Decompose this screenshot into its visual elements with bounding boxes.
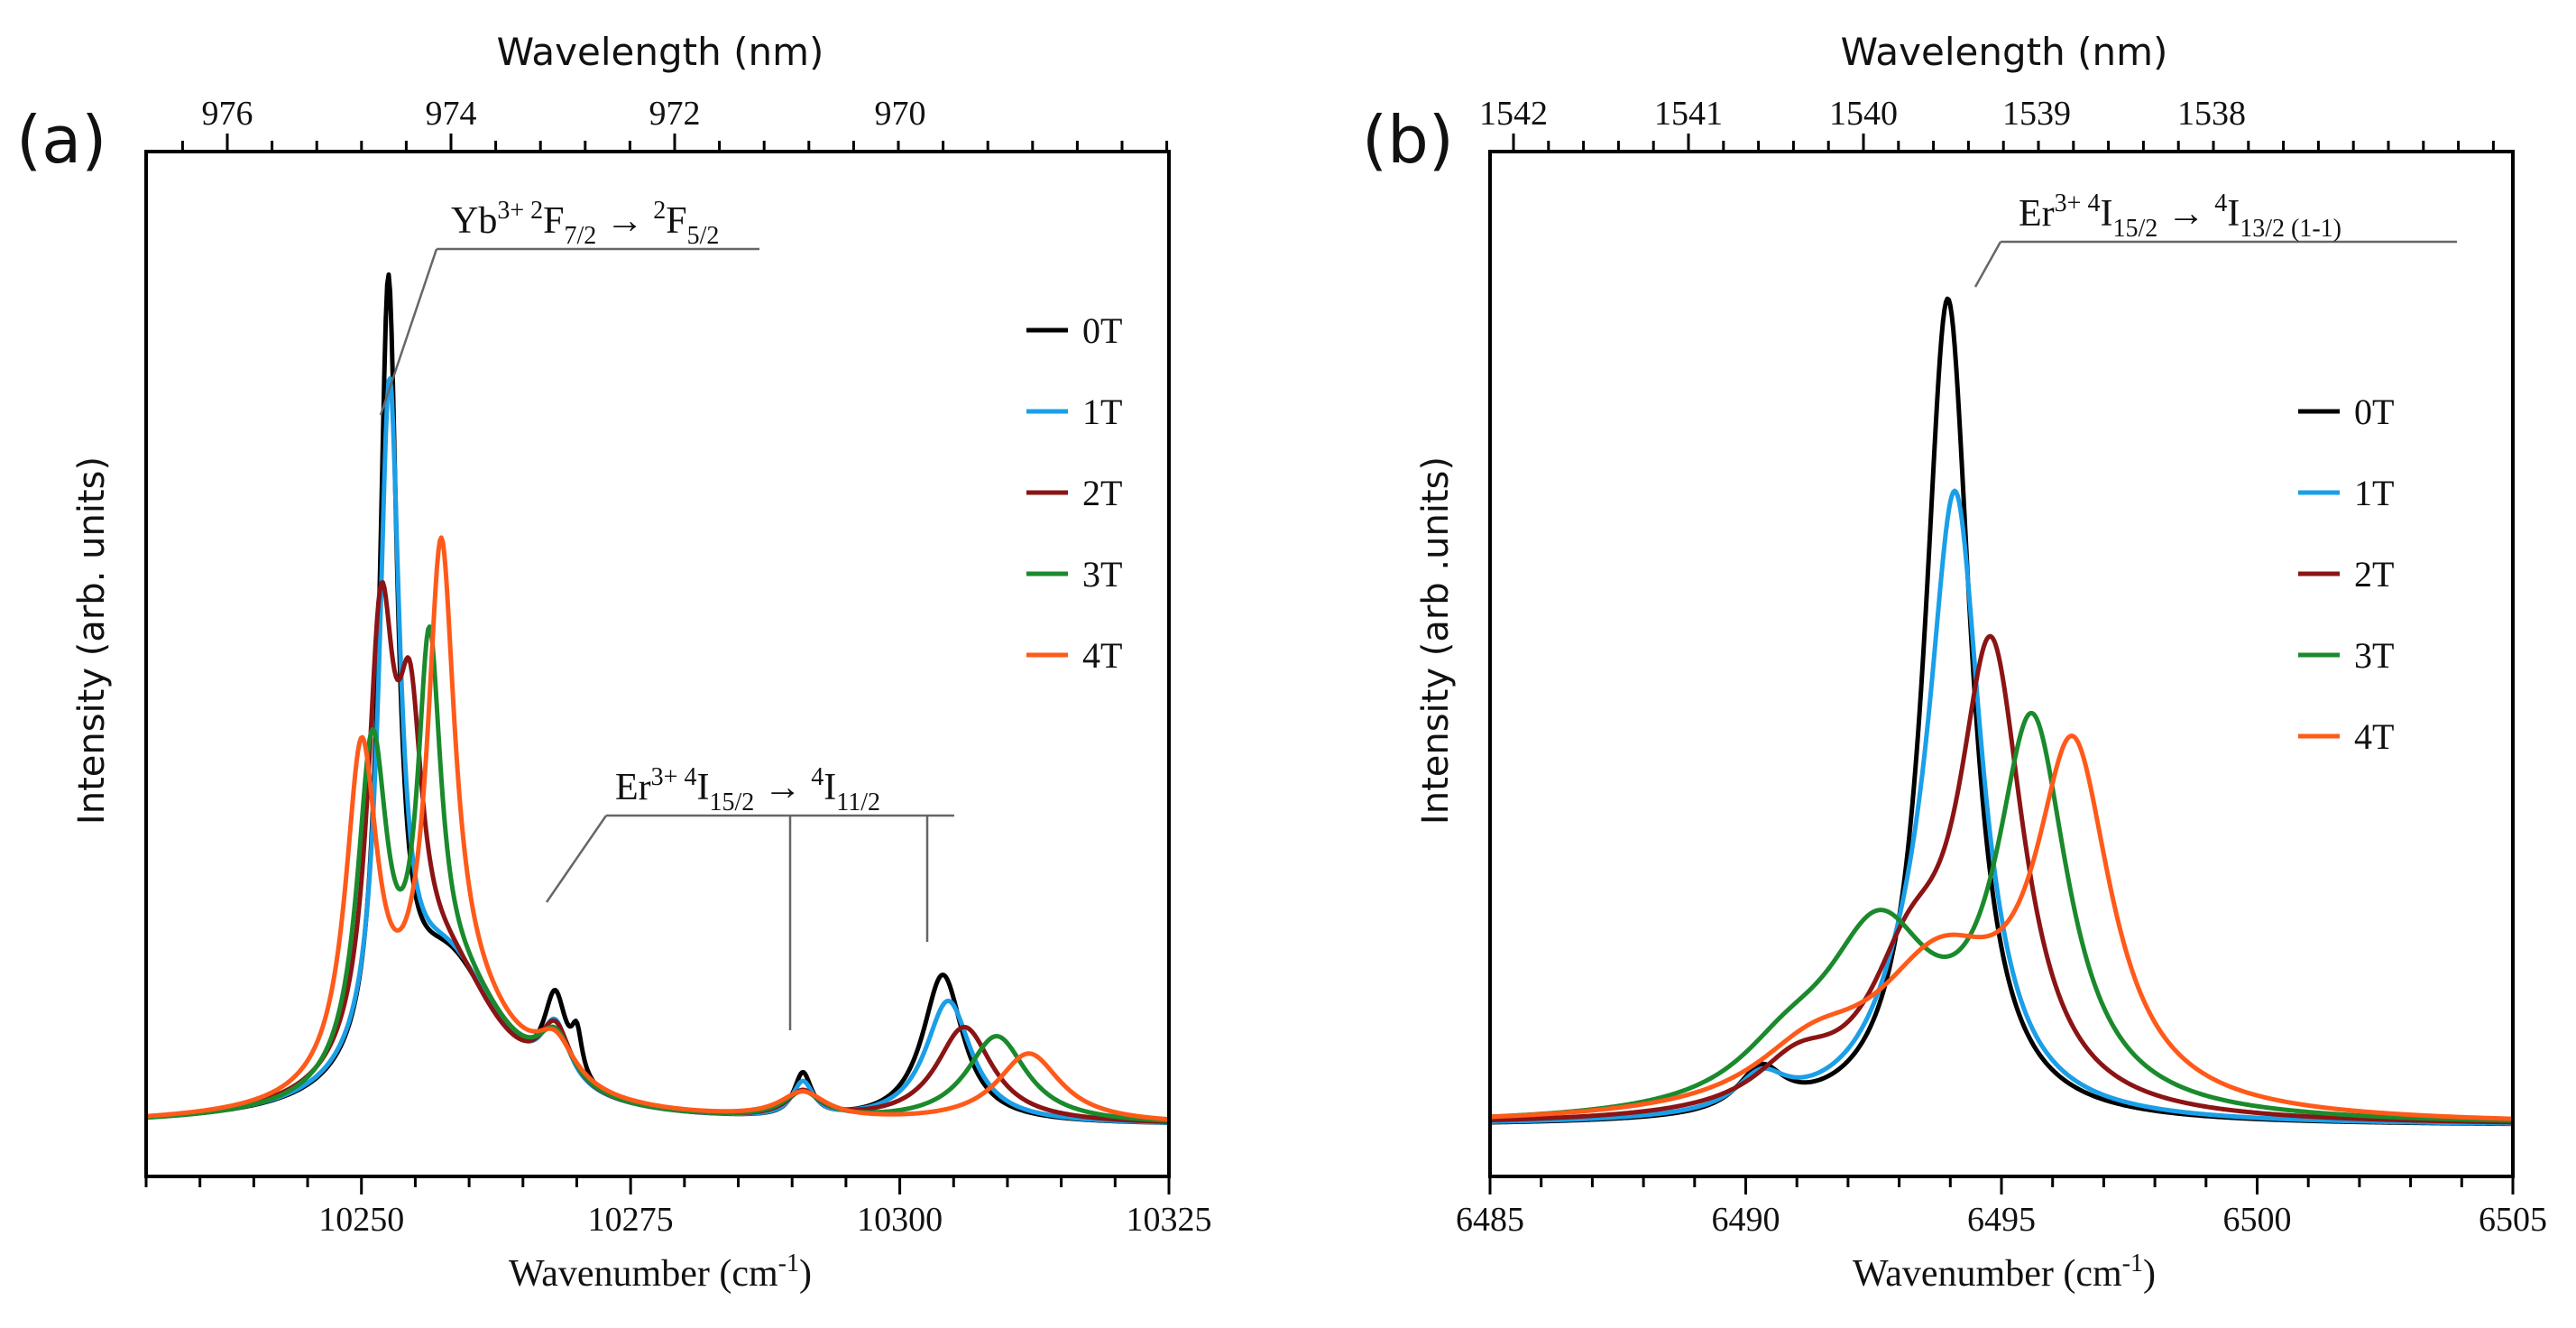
panel-b-legend: 0T 1T 2T 3T 4T — [2298, 392, 2394, 757]
legend-label-3T: 3T — [2354, 635, 2394, 676]
top-tick-label: 1538 — [2177, 95, 2246, 133]
top-tick-label: 974 — [426, 95, 477, 133]
panel-a-label: (a) — [16, 102, 106, 178]
legend-label-0T: 0T — [2354, 392, 2394, 432]
er-annotation-leader-1 — [545, 815, 608, 903]
panel-b-top-ticks: 1542 1541 1540 1539 1538 — [1479, 95, 2495, 152]
panel-a-legend: 0T 1T 2T 3T 4T — [1026, 310, 1122, 676]
bottom-tick-label: 10300 — [857, 1201, 943, 1239]
yb-annotation-label: Yb3+ 2F7/2 → 2F5/2 — [451, 197, 719, 250]
top-tick-label: 1542 — [1479, 95, 1548, 133]
legend-label-4T: 4T — [2354, 716, 2394, 757]
panel-a-yb-annotation: Yb3+ 2F7/2 → 2F5/2 — [379, 197, 759, 416]
bottom-tick-label: 6490 — [1712, 1201, 1780, 1239]
panel-b-y-axis-title: Intensity (arb .units) — [1415, 456, 1457, 825]
series-1T-curve — [1490, 488, 2513, 1126]
panel-a-y-axis-title: Intensity (arb. units) — [71, 456, 113, 825]
panel-a-er-annotation: Er3+ 4I15/2 → 4I11/2 — [545, 763, 954, 1030]
series-3T-curve — [1490, 710, 2513, 1123]
series-2T-curve — [1490, 633, 2513, 1125]
bottom-tick-label: 10250 — [318, 1201, 404, 1239]
legend-label-4T: 4T — [1082, 635, 1122, 676]
er13-annotation-label: Er3+ 4I15/2 → 4I13/2 (1-1) — [2019, 189, 2341, 243]
panel-b-x-axis-title: Wavenumber (cm-1) — [1853, 1250, 2156, 1295]
panel-b-curves — [1490, 296, 2513, 1127]
top-tick-label: 1539 — [2002, 95, 2071, 133]
series-4T-curve — [1490, 733, 2513, 1121]
bottom-tick-label: 6495 — [1967, 1201, 2036, 1239]
legend-label-2T: 2T — [2354, 554, 2394, 595]
top-tick-label: 1540 — [1829, 95, 1898, 133]
top-tick-label: 1541 — [1654, 95, 1723, 133]
top-tick-label: 970 — [875, 95, 926, 133]
legend-label-3T: 3T — [1082, 554, 1122, 595]
bottom-tick-label: 10325 — [1127, 1201, 1212, 1239]
legend-label-1T: 1T — [2354, 473, 2394, 513]
legend-label-0T: 0T — [1082, 310, 1122, 351]
panel-a-top-axis-title: Wavelength (nm) — [497, 30, 824, 74]
panel-b-er-annotation: Er3+ 4I15/2 → 4I13/2 (1-1) — [1973, 189, 2457, 288]
panel-b: (b) Wavelength (nm) Wavenumber (cm-1) In… — [1362, 30, 2547, 1295]
panel-b-label: (b) — [1362, 102, 1454, 178]
bottom-tick-label: 6500 — [2223, 1201, 2292, 1239]
panel-a-bottom-ticks: 10250 10275 10300 10325 — [144, 1176, 1212, 1239]
top-tick-label: 976 — [202, 95, 253, 133]
series-4T-curve — [146, 535, 1169, 1122]
bottom-tick-label: 6485 — [1456, 1201, 1524, 1239]
panel-b-top-axis-title: Wavelength (nm) — [1841, 30, 2168, 74]
bottom-tick-label: 6505 — [2479, 1201, 2547, 1239]
yb-annotation-leader — [379, 248, 438, 416]
panel-a-curves — [146, 272, 1169, 1125]
legend-label-2T: 2T — [1082, 473, 1122, 513]
panel-a: (a) Wavelength (nm) Wavenumber (cm-1) In… — [16, 30, 1212, 1295]
er-annotation-label: Er3+ 4I15/2 → 4I11/2 — [615, 763, 880, 816]
panel-a-top-ticks: 976 974 972 970 — [180, 95, 1169, 152]
top-tick-label: 972 — [649, 95, 701, 133]
er13-annotation-leader — [1973, 241, 2002, 288]
panel-a-plot-frame — [144, 150, 1171, 1178]
panel-b-bottom-ticks: 6485 6490 6495 6500 6505 — [1456, 1176, 2547, 1239]
bottom-tick-label: 10275 — [588, 1201, 674, 1239]
panel-a-x-axis-title: Wavenumber (cm-1) — [509, 1250, 812, 1295]
legend-label-1T: 1T — [1082, 392, 1122, 432]
